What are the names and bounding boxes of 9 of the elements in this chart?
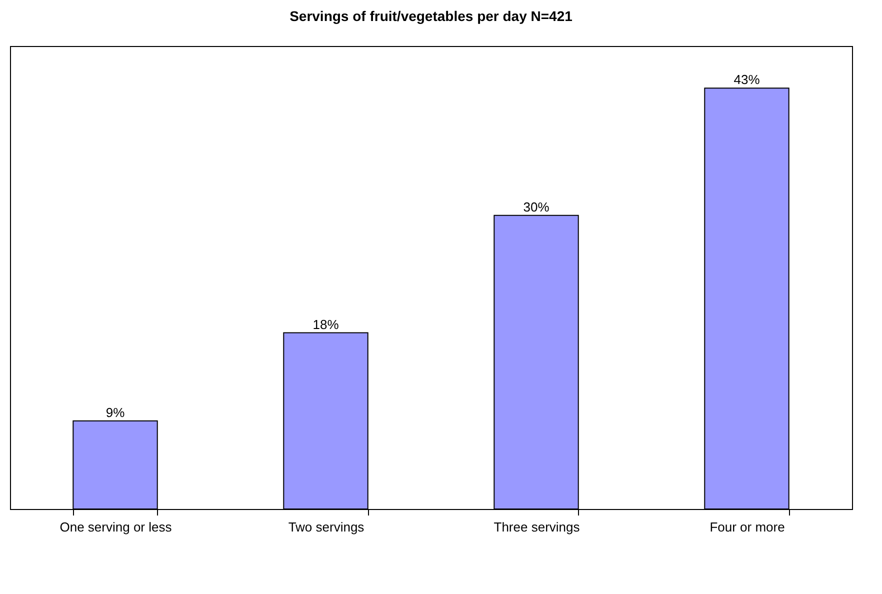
data-label: 18% <box>312 316 340 332</box>
x-tick-label: One serving or less <box>60 520 172 534</box>
x-tick-label: Two servings <box>288 520 365 534</box>
x-tick-label: Three servings <box>494 520 580 534</box>
chart-title: Servings of fruit/vegetables per day N=421 <box>290 8 573 24</box>
x-tick-label: Four or more <box>710 520 785 534</box>
data-label: 9% <box>106 404 126 420</box>
data-label: 30% <box>523 199 550 214</box>
data-label: 43% <box>734 72 760 88</box>
